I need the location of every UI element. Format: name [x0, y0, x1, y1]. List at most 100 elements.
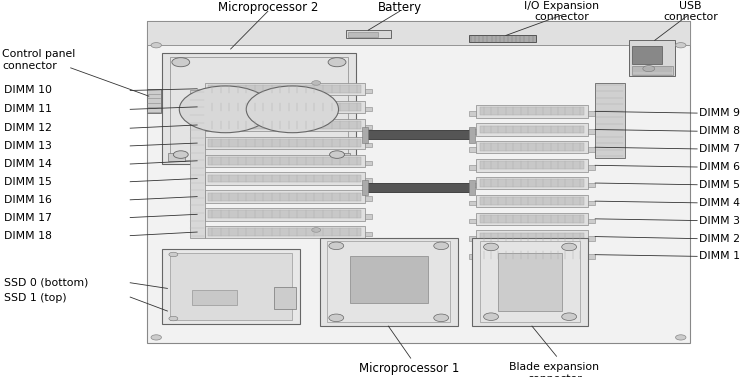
- Bar: [469, 254, 476, 259]
- Text: DIMM 13: DIMM 13: [4, 141, 51, 151]
- Text: DIMM 7: DIMM 7: [699, 144, 740, 154]
- Bar: [362, 127, 368, 143]
- Bar: [476, 195, 588, 207]
- Bar: [588, 129, 595, 134]
- Bar: [469, 35, 536, 42]
- Bar: [480, 233, 584, 241]
- Bar: [162, 53, 356, 164]
- Bar: [480, 161, 584, 169]
- Bar: [632, 46, 662, 64]
- Bar: [168, 153, 185, 161]
- Text: DIMM 5: DIMM 5: [699, 180, 740, 190]
- Bar: [170, 57, 348, 160]
- Bar: [327, 241, 450, 322]
- Bar: [588, 183, 595, 187]
- Bar: [147, 89, 161, 113]
- Circle shape: [179, 86, 272, 133]
- Bar: [162, 249, 300, 324]
- Bar: [480, 251, 584, 259]
- Circle shape: [676, 43, 686, 48]
- Circle shape: [328, 58, 346, 67]
- Text: Microprocessor 1: Microprocessor 1: [359, 362, 459, 375]
- Bar: [365, 161, 372, 165]
- Bar: [476, 213, 588, 225]
- Bar: [205, 155, 365, 167]
- Bar: [469, 165, 476, 170]
- Bar: [208, 103, 361, 111]
- Bar: [208, 210, 361, 218]
- Circle shape: [173, 151, 188, 158]
- Bar: [595, 83, 625, 158]
- Bar: [480, 107, 584, 115]
- Bar: [190, 90, 205, 238]
- Bar: [469, 236, 476, 241]
- Circle shape: [434, 242, 449, 250]
- Text: DIMM 11: DIMM 11: [4, 104, 51, 114]
- Bar: [365, 107, 372, 111]
- Bar: [197, 178, 205, 183]
- Circle shape: [151, 43, 161, 48]
- Text: USB
connector: USB connector: [663, 1, 718, 22]
- Bar: [588, 201, 595, 205]
- Bar: [205, 172, 365, 185]
- Bar: [350, 256, 428, 303]
- Circle shape: [484, 313, 498, 320]
- Bar: [205, 119, 365, 131]
- Text: DIMM 14: DIMM 14: [4, 159, 51, 169]
- Bar: [469, 111, 476, 116]
- Bar: [480, 179, 584, 187]
- Circle shape: [330, 151, 344, 158]
- Bar: [476, 123, 588, 136]
- Bar: [365, 125, 372, 129]
- Text: DIMM 17: DIMM 17: [4, 213, 51, 222]
- Bar: [588, 236, 595, 241]
- Text: DIMM 16: DIMM 16: [4, 195, 51, 205]
- Bar: [208, 157, 361, 165]
- Bar: [632, 66, 673, 75]
- Text: DIMM 12: DIMM 12: [4, 123, 51, 133]
- Bar: [170, 253, 292, 320]
- Bar: [197, 232, 205, 236]
- Bar: [362, 180, 368, 195]
- Bar: [365, 178, 372, 183]
- Bar: [197, 89, 205, 93]
- Bar: [480, 143, 584, 151]
- Bar: [588, 111, 595, 116]
- Text: Blade expansion
connector: Blade expansion connector: [510, 362, 599, 377]
- Bar: [205, 137, 365, 149]
- Bar: [147, 21, 690, 45]
- Bar: [205, 226, 365, 238]
- Bar: [498, 253, 562, 311]
- Bar: [205, 190, 365, 203]
- Bar: [365, 214, 372, 219]
- Bar: [205, 101, 365, 113]
- Bar: [588, 219, 595, 223]
- Bar: [480, 126, 584, 133]
- Circle shape: [169, 252, 178, 257]
- Circle shape: [246, 86, 339, 133]
- Bar: [197, 196, 205, 201]
- Bar: [480, 197, 584, 205]
- Circle shape: [312, 228, 321, 232]
- Bar: [274, 287, 296, 309]
- Bar: [197, 214, 205, 219]
- Bar: [365, 130, 472, 139]
- Bar: [197, 107, 205, 111]
- Text: I/O Expansion
connector: I/O Expansion connector: [525, 1, 599, 22]
- Bar: [469, 201, 476, 205]
- Bar: [588, 254, 595, 259]
- Bar: [476, 159, 588, 172]
- Bar: [320, 238, 458, 326]
- Bar: [365, 143, 372, 147]
- Bar: [197, 143, 205, 147]
- Bar: [469, 180, 475, 195]
- Text: DIMM 9: DIMM 9: [699, 108, 740, 118]
- Bar: [469, 183, 476, 187]
- Bar: [208, 193, 361, 201]
- Circle shape: [312, 81, 321, 85]
- Bar: [197, 161, 205, 165]
- Bar: [476, 248, 588, 261]
- Bar: [469, 219, 476, 223]
- Bar: [469, 129, 476, 134]
- Circle shape: [562, 243, 577, 251]
